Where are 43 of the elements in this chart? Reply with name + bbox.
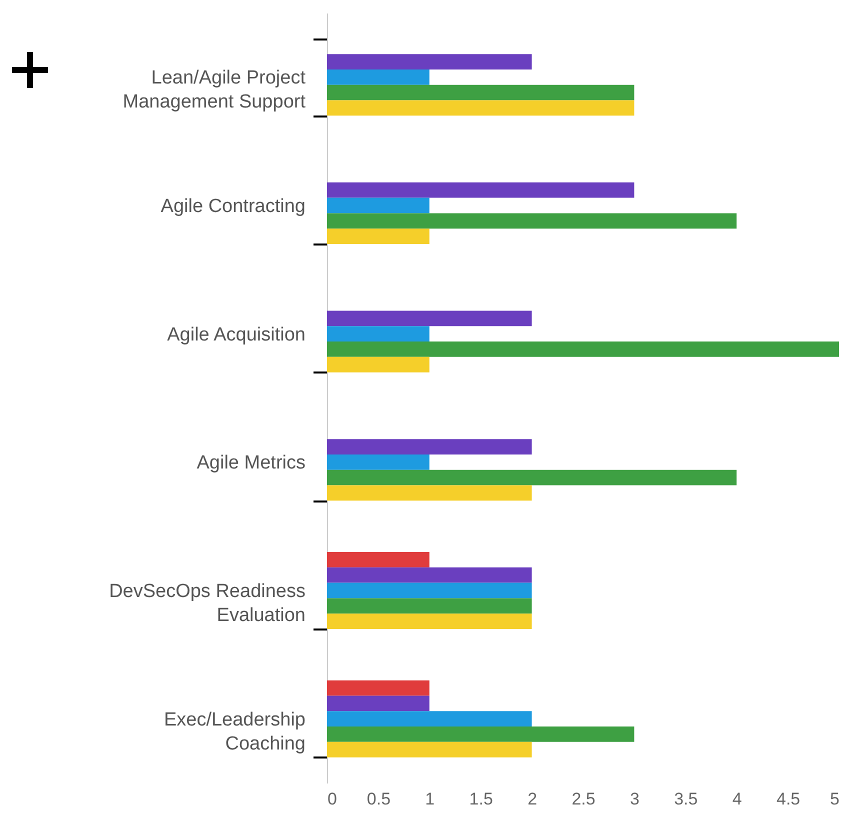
x-tick-label: 1 — [425, 790, 435, 808]
x-tick-label: 2.5 — [572, 790, 596, 808]
bar — [327, 326, 430, 342]
x-tick-label: 5 — [830, 790, 840, 808]
bar — [327, 726, 634, 742]
y-tick-label: Agile Metrics — [196, 452, 306, 474]
bar — [327, 310, 532, 326]
bar — [327, 582, 532, 598]
bar — [327, 598, 532, 614]
bar — [327, 567, 532, 583]
bar — [327, 742, 532, 758]
bar — [327, 696, 430, 712]
bar — [327, 470, 737, 486]
bar — [327, 342, 839, 357]
bar — [327, 100, 634, 116]
x-tick-label: 0 — [328, 790, 337, 808]
x-tick-label: 1.5 — [469, 790, 493, 808]
bar — [327, 552, 430, 568]
bar — [327, 228, 430, 244]
bar — [327, 711, 532, 727]
y-tick-label: Lean/Agile Project Management Support — [122, 68, 306, 113]
x-tick-label: 4.5 — [776, 790, 800, 808]
bar — [327, 614, 532, 629]
x-tick-label: 0.5 — [366, 790, 391, 808]
bar — [327, 54, 532, 70]
bar — [327, 198, 430, 214]
bar — [327, 356, 430, 372]
y-tick-label: DevSecOps Readiness Evaluation — [109, 581, 306, 626]
y-tick-label: Exec/Leadership Coaching — [164, 709, 306, 754]
bar — [327, 454, 430, 470]
y-tick-label: Agile Acquisition — [167, 324, 306, 346]
x-tick-label: 2 — [528, 790, 538, 808]
x-tick-label: 4 — [732, 790, 742, 808]
x-tick-label: 3.5 — [674, 790, 698, 808]
bar — [327, 680, 430, 696]
bar — [327, 182, 634, 198]
bar — [327, 485, 532, 501]
bar — [327, 69, 430, 85]
bar — [327, 84, 634, 100]
bar — [327, 213, 737, 229]
x-tick-label: 3 — [630, 790, 640, 808]
y-tick-label: Agile Contracting — [160, 196, 306, 217]
bar — [327, 439, 532, 454]
